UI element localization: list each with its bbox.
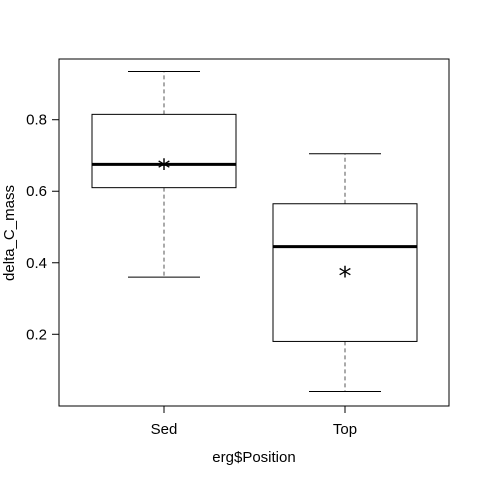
mean-marker: * bbox=[158, 155, 171, 185]
y-tick-label: 0.8 bbox=[26, 112, 47, 129]
y-tick-label: 0.2 bbox=[26, 326, 47, 343]
x-tick-label: Sed bbox=[151, 421, 178, 438]
boxes-layer: ** bbox=[91, 70, 418, 392]
box-sed: * bbox=[91, 70, 237, 278]
y-tick-label: 0.4 bbox=[26, 255, 47, 272]
y-tick-label: 0.6 bbox=[26, 183, 47, 200]
x-axis-title: erg$Position bbox=[212, 449, 295, 466]
box-top: * bbox=[272, 153, 418, 392]
mean-marker: * bbox=[339, 262, 352, 292]
iqr-box bbox=[91, 113, 237, 189]
plot-frame bbox=[58, 58, 450, 407]
y-axis: 0.2 0.4 0.6 0.8 bbox=[26, 112, 59, 343]
x-tick-label: Top bbox=[333, 421, 357, 438]
y-axis-title: delta_C_mass bbox=[1, 185, 18, 281]
x-axis: Sed Top bbox=[151, 406, 357, 438]
iqr-box bbox=[272, 203, 418, 342]
